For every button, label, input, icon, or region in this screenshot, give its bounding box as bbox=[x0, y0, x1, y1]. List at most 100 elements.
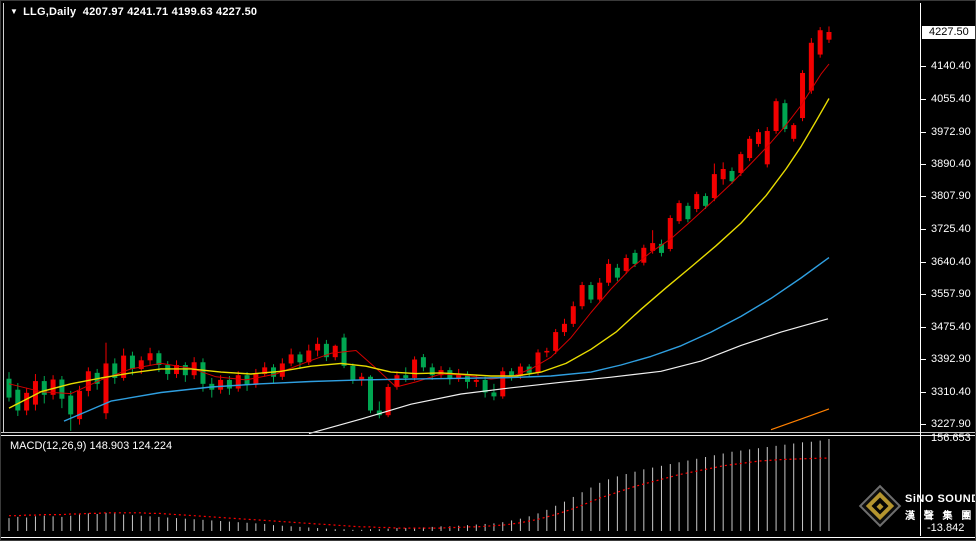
candle bbox=[226, 379, 232, 389]
candle bbox=[764, 130, 770, 165]
candle bbox=[650, 243, 656, 251]
candle bbox=[826, 32, 832, 40]
candle bbox=[359, 376, 365, 380]
panel-separator[interactable] bbox=[1, 432, 975, 433]
price-axis-label: 3475.40 bbox=[931, 320, 971, 333]
candle bbox=[535, 352, 541, 373]
candle bbox=[147, 353, 153, 361]
macd-scale-min: -13.842 bbox=[927, 522, 965, 534]
candle bbox=[817, 30, 823, 55]
candle bbox=[376, 410, 382, 416]
candle bbox=[6, 378, 12, 398]
candle bbox=[15, 389, 21, 411]
price-axis-tick bbox=[921, 359, 926, 361]
candle bbox=[253, 374, 259, 385]
candle bbox=[112, 363, 118, 378]
candle bbox=[623, 257, 629, 271]
price-axis-label: 3640.40 bbox=[931, 256, 971, 269]
candle bbox=[385, 386, 391, 416]
symbol-name: LLG,Daily bbox=[23, 6, 77, 18]
candle bbox=[473, 379, 479, 382]
price-axis-tick bbox=[921, 262, 926, 264]
price-axis-tick bbox=[921, 326, 926, 328]
candle bbox=[200, 362, 206, 384]
candle bbox=[720, 169, 726, 180]
candle bbox=[350, 365, 356, 380]
candle bbox=[156, 353, 162, 366]
price-axis-tick bbox=[921, 164, 926, 166]
price-axis-border bbox=[920, 3, 921, 536]
candle bbox=[517, 366, 523, 376]
macd-indicator-chart[interactable] bbox=[1, 436, 921, 535]
price-axis-tick bbox=[921, 131, 926, 133]
price-axis-label: 3227.90 bbox=[931, 417, 971, 430]
price-axis-tick bbox=[921, 423, 926, 425]
price-axis-label: 4055.40 bbox=[931, 93, 971, 106]
candle bbox=[711, 174, 717, 199]
window-bottom-border bbox=[1, 537, 975, 538]
macd-label: MACD(12,26,9) 148.903 124.224 bbox=[10, 440, 172, 452]
macd-signal-line bbox=[9, 457, 829, 529]
candle bbox=[103, 363, 109, 414]
candle bbox=[773, 101, 779, 131]
sino-sound-diamond-icon bbox=[858, 484, 902, 528]
logo-brand-text: SiNO SOUND bbox=[905, 493, 976, 505]
candle bbox=[77, 390, 83, 420]
candle bbox=[32, 381, 38, 405]
candle bbox=[279, 363, 285, 377]
candle bbox=[570, 306, 576, 324]
candle bbox=[138, 360, 144, 369]
candle bbox=[394, 375, 400, 387]
candle bbox=[235, 375, 241, 389]
candle bbox=[297, 354, 303, 363]
candle bbox=[509, 371, 515, 376]
collapse-icon[interactable]: ▼ bbox=[10, 7, 19, 16]
candle bbox=[544, 350, 550, 353]
candle bbox=[129, 355, 135, 369]
candle bbox=[482, 379, 488, 393]
macd-panel-top-border bbox=[1, 435, 975, 436]
candle bbox=[729, 170, 735, 182]
candle bbox=[808, 42, 814, 91]
candle bbox=[491, 392, 497, 397]
candle bbox=[420, 357, 426, 368]
candle bbox=[561, 323, 567, 333]
price-axis-tick bbox=[921, 99, 926, 101]
candle bbox=[588, 285, 594, 300]
ma-xlong-orange bbox=[770, 408, 830, 431]
price-axis-label: 3807.90 bbox=[931, 190, 971, 203]
price-axis-label: 3890.40 bbox=[931, 158, 971, 171]
price-axis-label: 3310.40 bbox=[931, 385, 971, 398]
candle bbox=[456, 374, 462, 380]
candle bbox=[412, 359, 418, 378]
candle bbox=[367, 376, 373, 411]
price-axis-tick bbox=[921, 196, 926, 198]
candle bbox=[41, 381, 47, 395]
chart-left-border bbox=[3, 3, 4, 432]
candle bbox=[500, 371, 506, 397]
macd-values: 148.903 124.224 bbox=[89, 440, 173, 452]
candle bbox=[332, 345, 338, 358]
candle bbox=[667, 218, 673, 249]
candle bbox=[68, 395, 74, 415]
candle bbox=[262, 367, 268, 375]
candle bbox=[24, 392, 30, 411]
candle bbox=[597, 282, 603, 300]
candlestick-chart[interactable] bbox=[1, 1, 921, 435]
candle bbox=[791, 125, 797, 139]
macd-name: MACD(12,26,9) bbox=[10, 440, 87, 452]
price-axis-tick bbox=[921, 228, 926, 230]
price-axis-label: 3972.90 bbox=[931, 125, 971, 138]
candle bbox=[59, 379, 65, 399]
ohlc-values: 4207.97 4241.71 4199.63 4227.50 bbox=[82, 6, 258, 18]
candle bbox=[288, 354, 294, 364]
candle bbox=[50, 379, 56, 395]
price-axis-label: 4140.40 bbox=[931, 60, 971, 73]
candle bbox=[755, 132, 761, 144]
candle bbox=[800, 72, 806, 119]
candle bbox=[315, 343, 321, 351]
price-axis-tick bbox=[921, 391, 926, 393]
macd-scale-max: 156.653 bbox=[931, 432, 971, 444]
candle bbox=[606, 263, 612, 283]
